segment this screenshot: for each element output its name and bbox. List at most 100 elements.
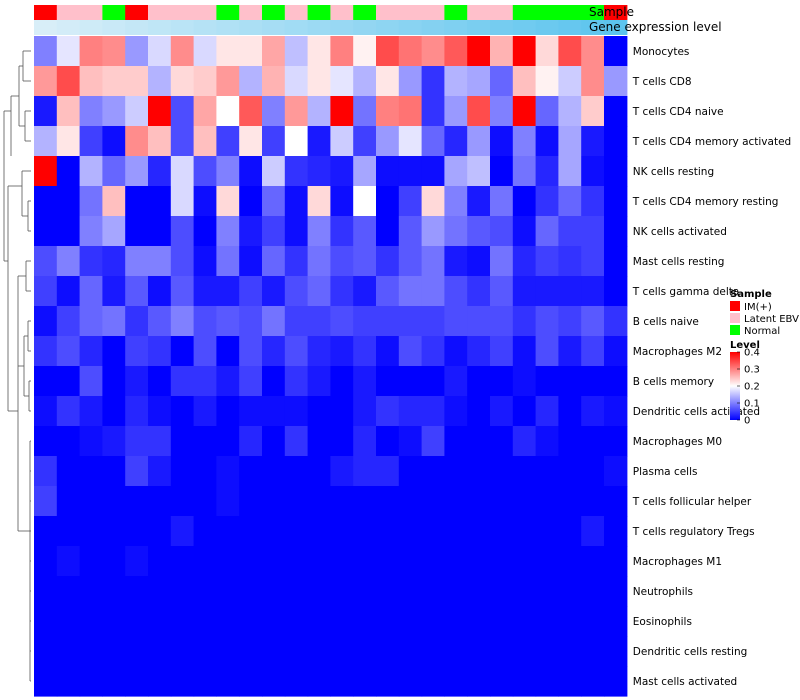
heatmap-cell bbox=[535, 126, 559, 157]
heatmap-cell bbox=[79, 36, 103, 67]
heatmap-cell bbox=[239, 396, 263, 427]
heatmap-cell bbox=[421, 366, 445, 397]
heatmap-cell bbox=[330, 306, 354, 337]
expression-annotation-cell bbox=[558, 20, 582, 35]
heatmap-cell bbox=[512, 126, 537, 157]
heatmap-cell bbox=[307, 576, 331, 607]
sample-annotation-cell bbox=[604, 5, 628, 20]
heatmap-cell bbox=[535, 366, 559, 397]
legend-swatch-normal bbox=[730, 325, 740, 335]
heatmap-cell bbox=[102, 66, 126, 97]
heatmap-cell bbox=[558, 486, 582, 517]
sample-annotation-cell bbox=[398, 5, 423, 20]
heatmap-cell bbox=[170, 636, 195, 667]
heatmap-cell bbox=[125, 96, 149, 127]
heatmap-cell bbox=[558, 546, 582, 577]
heatmap-cell bbox=[307, 36, 331, 67]
heatmap-cell bbox=[467, 336, 491, 367]
heatmap-cell bbox=[307, 246, 331, 277]
legend-level-tick-label: 0.1 bbox=[744, 399, 760, 410]
heatmap-cell bbox=[125, 426, 149, 457]
heatmap-cell bbox=[330, 396, 354, 427]
heatmap-cell bbox=[262, 336, 286, 367]
expression-annotation-cell bbox=[512, 20, 537, 35]
heatmap-cell bbox=[239, 186, 263, 217]
heatmap-cell bbox=[125, 396, 149, 427]
row-label: B cells naive bbox=[633, 316, 699, 328]
heatmap-cell bbox=[239, 36, 263, 67]
heatmap-cell bbox=[262, 486, 286, 517]
heatmap-cell bbox=[467, 36, 491, 67]
heatmap-cell bbox=[170, 606, 195, 637]
heatmap-cell bbox=[284, 486, 309, 517]
row-label: T cells CD8 bbox=[632, 76, 692, 88]
heatmap-cell bbox=[239, 126, 263, 157]
heatmap-cell bbox=[170, 336, 195, 367]
row-label: T cells regulatory Tregs bbox=[632, 526, 755, 538]
heatmap-cell bbox=[398, 96, 423, 127]
heatmap-cell bbox=[490, 576, 514, 607]
heatmap-cell bbox=[558, 96, 582, 127]
heatmap-cell bbox=[102, 516, 126, 547]
heatmap-cell bbox=[398, 456, 423, 487]
heatmap-cell bbox=[56, 156, 81, 187]
heatmap-cell bbox=[239, 606, 263, 637]
heatmap-cell bbox=[467, 396, 491, 427]
heatmap-cell bbox=[353, 426, 377, 457]
heatmap-cell bbox=[444, 546, 468, 577]
heatmap-cell bbox=[353, 456, 377, 487]
heatmap-cell bbox=[353, 156, 377, 187]
heatmap-cell bbox=[376, 456, 400, 487]
heatmap-cell bbox=[56, 336, 81, 367]
heatmap-cell bbox=[56, 366, 81, 397]
sample-annotation-cell bbox=[512, 5, 537, 20]
heatmap-cell bbox=[170, 66, 195, 97]
heatmap-cell bbox=[56, 276, 81, 307]
heatmap-cell bbox=[148, 636, 172, 667]
row-label: Monocytes bbox=[633, 46, 690, 58]
heatmap-cell bbox=[353, 606, 377, 637]
heatmap-cell bbox=[284, 246, 309, 277]
heatmap-cell bbox=[604, 456, 628, 487]
expression-annotation-cell bbox=[284, 20, 309, 35]
heatmap-cell bbox=[376, 96, 400, 127]
heatmap-cell bbox=[421, 576, 445, 607]
heatmap-cell bbox=[193, 126, 217, 157]
row-label: NK cells activated bbox=[633, 226, 727, 238]
heatmap-cell bbox=[535, 636, 559, 667]
heatmap-cell bbox=[148, 486, 172, 517]
heatmap-cell bbox=[239, 66, 263, 97]
heatmap-cell bbox=[376, 216, 400, 247]
heatmap-cell bbox=[307, 366, 331, 397]
heatmap-cell bbox=[102, 636, 126, 667]
heatmap-cell bbox=[125, 186, 149, 217]
heatmap-cell bbox=[467, 456, 491, 487]
heatmap-cell bbox=[239, 156, 263, 187]
heatmap-cell bbox=[102, 156, 126, 187]
heatmap-cell bbox=[467, 546, 491, 577]
heatmap-cell bbox=[535, 606, 559, 637]
heatmap-cell bbox=[467, 276, 491, 307]
expression-annotation-cell bbox=[125, 20, 149, 35]
heatmap-cell bbox=[56, 186, 81, 217]
row-label: T cells gamma delta bbox=[632, 286, 740, 298]
heatmap-cell bbox=[444, 456, 468, 487]
heatmap-cell bbox=[490, 96, 514, 127]
heatmap-cell bbox=[148, 246, 172, 277]
heatmap-cell bbox=[125, 546, 149, 577]
heatmap-cell bbox=[193, 186, 217, 217]
heatmap-cell bbox=[193, 486, 217, 517]
heatmap-cell bbox=[56, 246, 81, 277]
heatmap-cell bbox=[216, 426, 240, 457]
heatmap-cell bbox=[467, 366, 491, 397]
heatmap-cell bbox=[604, 126, 628, 157]
heatmap-cell bbox=[421, 156, 445, 187]
heatmap-cell bbox=[34, 336, 58, 367]
heatmap-cell bbox=[535, 336, 559, 367]
heatmap-cell bbox=[148, 546, 172, 577]
heatmap-cell bbox=[34, 636, 58, 667]
heatmap-cell bbox=[148, 126, 172, 157]
heatmap-cell bbox=[193, 426, 217, 457]
heatmap-cell bbox=[79, 276, 103, 307]
sample-annotation-cell bbox=[262, 5, 286, 20]
